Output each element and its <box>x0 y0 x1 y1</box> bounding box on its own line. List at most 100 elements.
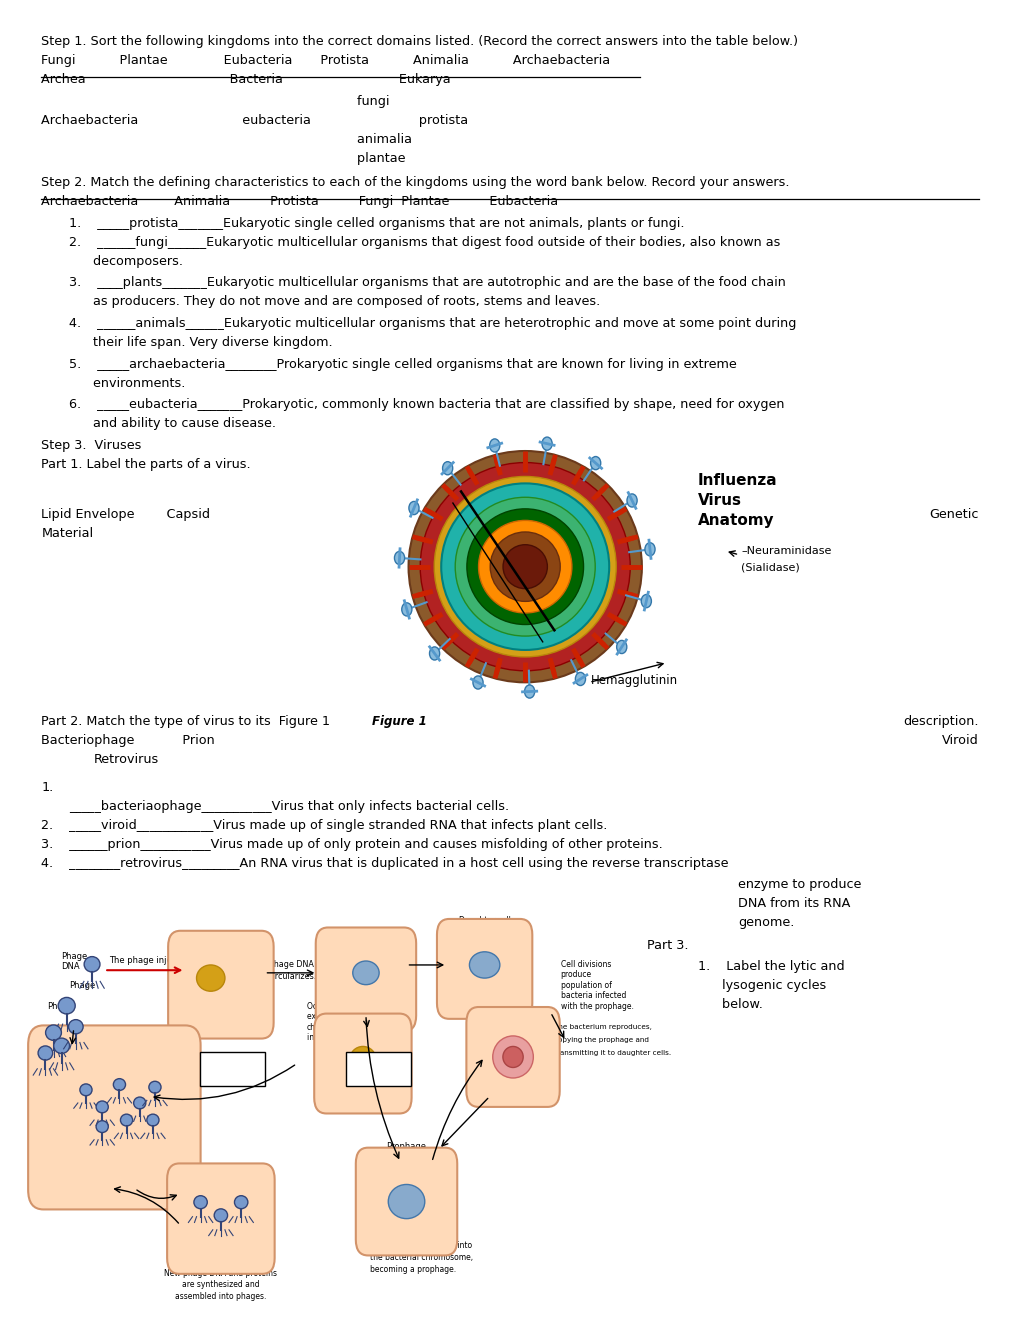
FancyBboxPatch shape <box>29 1026 201 1209</box>
Ellipse shape <box>214 1209 227 1222</box>
Text: description.: description. <box>902 715 977 729</box>
Text: Occasionally, a prophage: Occasionally, a prophage <box>307 1002 404 1011</box>
Text: Retrovirus: Retrovirus <box>94 754 159 767</box>
Circle shape <box>644 543 654 556</box>
Text: Fungi           Plantae              Eubacteria       Protista           Animali: Fungi Plantae Eubacteria Protista Animal… <box>42 54 609 67</box>
Circle shape <box>409 502 419 515</box>
Text: decomposers.: decomposers. <box>68 255 182 268</box>
FancyBboxPatch shape <box>356 1147 457 1255</box>
Ellipse shape <box>353 961 379 985</box>
Text: population of: population of <box>560 981 611 990</box>
Text: Archea                                    Bacteria                             E: Archea Bacteria E <box>42 73 450 86</box>
Text: Archaebacteria         Animalia          Protista          Fungi  Plantae       : Archaebacteria Animalia Protista Fungi P… <box>42 195 558 209</box>
Text: becoming a prophage.: becoming a prophage. <box>370 1265 455 1274</box>
Text: DNA from its RNA: DNA from its RNA <box>738 898 850 911</box>
Ellipse shape <box>420 462 630 671</box>
Ellipse shape <box>234 1196 248 1209</box>
Text: 4.    ______animals______Eukaryotic multicellular organisms that are heterotroph: 4. ______animals______Eukaryotic multice… <box>68 317 795 330</box>
Ellipse shape <box>194 1196 207 1209</box>
Text: with prophage: with prophage <box>457 928 512 937</box>
Text: the bacterial chromosome,: the bacterial chromosome, <box>370 1253 473 1262</box>
Text: Part 2. Match the type of virus to its  Figure 1: Part 2. Match the type of virus to its F… <box>42 715 330 729</box>
Text: –Neuraminidase: –Neuraminidase <box>741 545 830 556</box>
FancyBboxPatch shape <box>200 1052 264 1086</box>
Circle shape <box>489 438 499 451</box>
Ellipse shape <box>113 1078 125 1090</box>
Circle shape <box>590 457 600 470</box>
Ellipse shape <box>469 952 499 978</box>
Ellipse shape <box>454 498 595 636</box>
Text: Viroid: Viroid <box>941 734 977 747</box>
Text: Archaebacteria                          eubacteria                           pro: Archaebacteria eubacteria pro <box>42 114 468 127</box>
Ellipse shape <box>79 1084 92 1096</box>
Circle shape <box>473 676 483 689</box>
Circle shape <box>394 552 405 565</box>
Text: DNA: DNA <box>61 962 81 972</box>
Ellipse shape <box>149 1081 161 1093</box>
Circle shape <box>627 494 637 507</box>
Ellipse shape <box>434 477 615 657</box>
Text: and ability to cause disease.: and ability to cause disease. <box>68 417 275 430</box>
Text: Anatomy: Anatomy <box>697 512 773 528</box>
Text: animalia: animalia <box>42 133 412 147</box>
Text: transmitting it to daughter cells.: transmitting it to daughter cells. <box>553 1051 671 1056</box>
Circle shape <box>575 672 585 685</box>
Text: Lipid Envelope        Capsid: Lipid Envelope Capsid <box>42 508 210 521</box>
Ellipse shape <box>502 1047 523 1068</box>
Text: exits the bacterial: exits the bacterial <box>307 1012 376 1022</box>
Text: 5.    _____archaebacteria________Prokaryotic single celled organisms that are kn: 5. _____archaebacteria________Prokaryoti… <box>68 358 736 371</box>
Text: environments.: environments. <box>68 376 184 389</box>
Text: lysogenic cycles: lysogenic cycles <box>697 978 825 991</box>
Circle shape <box>401 603 412 616</box>
Text: 3.    ______prion___________Virus made up of only protein and causes misfolding : 3. ______prion___________Virus made up o… <box>42 838 662 851</box>
Text: bacteria infected: bacteria infected <box>560 991 626 1001</box>
Text: 1.    _____protista_______Eukaryotic single celled organisms that are not animal: 1. _____protista_______Eukaryotic single… <box>68 216 684 230</box>
Ellipse shape <box>133 1097 146 1109</box>
Text: Figure 1: Figure 1 <box>372 715 426 729</box>
Text: with the prophage.: with the prophage. <box>560 1002 633 1011</box>
Text: below.: below. <box>697 998 762 1011</box>
Ellipse shape <box>120 1114 132 1126</box>
Circle shape <box>524 685 534 698</box>
Circle shape <box>442 462 452 475</box>
Ellipse shape <box>197 965 225 991</box>
Text: New phage DNA and proteins: New phage DNA and proteins <box>164 1269 277 1278</box>
Text: Step 1. Sort the following kingdoms into the correct domains listed. (Record the: Step 1. Sort the following kingdoms into… <box>42 36 798 48</box>
Ellipse shape <box>58 998 75 1014</box>
Text: 2.    _____viroid____________Virus made up of single stranded RNA that infects p: 2. _____viroid____________Virus made up … <box>42 818 607 832</box>
Ellipse shape <box>68 1019 83 1034</box>
Ellipse shape <box>84 957 100 972</box>
Text: as producers. They do not move and are composed of roots, stems and leaves.: as producers. They do not move and are c… <box>68 296 599 309</box>
Text: Hemagglutinin: Hemagglutinin <box>591 675 678 688</box>
Text: The cell lyses, releasing phages.: The cell lyses, releasing phages. <box>58 1191 189 1200</box>
Text: enzyme to produce: enzyme to produce <box>738 878 861 891</box>
Ellipse shape <box>490 532 559 602</box>
Text: Step 3.  Viruses: Step 3. Viruses <box>42 438 142 451</box>
Ellipse shape <box>147 1114 159 1126</box>
Text: chromosome,: chromosome, <box>307 1023 359 1032</box>
Text: Material: Material <box>42 527 94 540</box>
Text: Phage: Phage <box>68 981 95 990</box>
Text: Cell divisions: Cell divisions <box>560 960 610 969</box>
Ellipse shape <box>54 1038 69 1053</box>
Text: Part 3.: Part 3. <box>646 939 688 952</box>
Text: 1.: 1. <box>42 781 54 793</box>
Text: plantae: plantae <box>42 152 406 165</box>
Ellipse shape <box>96 1121 108 1133</box>
Ellipse shape <box>502 545 547 589</box>
Text: Step 2. Match the defining characteristics to each of the kingdoms using the wor: Step 2. Match the defining characteristi… <box>42 177 789 189</box>
Circle shape <box>641 594 651 607</box>
Ellipse shape <box>492 1036 533 1078</box>
Text: produce: produce <box>560 970 591 979</box>
Text: Bacteriophage            Prion: Bacteriophage Prion <box>42 734 215 747</box>
FancyBboxPatch shape <box>345 1052 411 1086</box>
Ellipse shape <box>409 451 641 682</box>
FancyBboxPatch shape <box>168 931 273 1039</box>
FancyBboxPatch shape <box>466 1007 559 1107</box>
FancyBboxPatch shape <box>316 928 416 1031</box>
Text: (Sialidase): (Sialidase) <box>741 562 799 573</box>
Text: are synthesized and: are synthesized and <box>182 1280 260 1290</box>
Text: genome.: genome. <box>738 916 794 929</box>
FancyBboxPatch shape <box>167 1163 274 1274</box>
Ellipse shape <box>441 483 608 649</box>
